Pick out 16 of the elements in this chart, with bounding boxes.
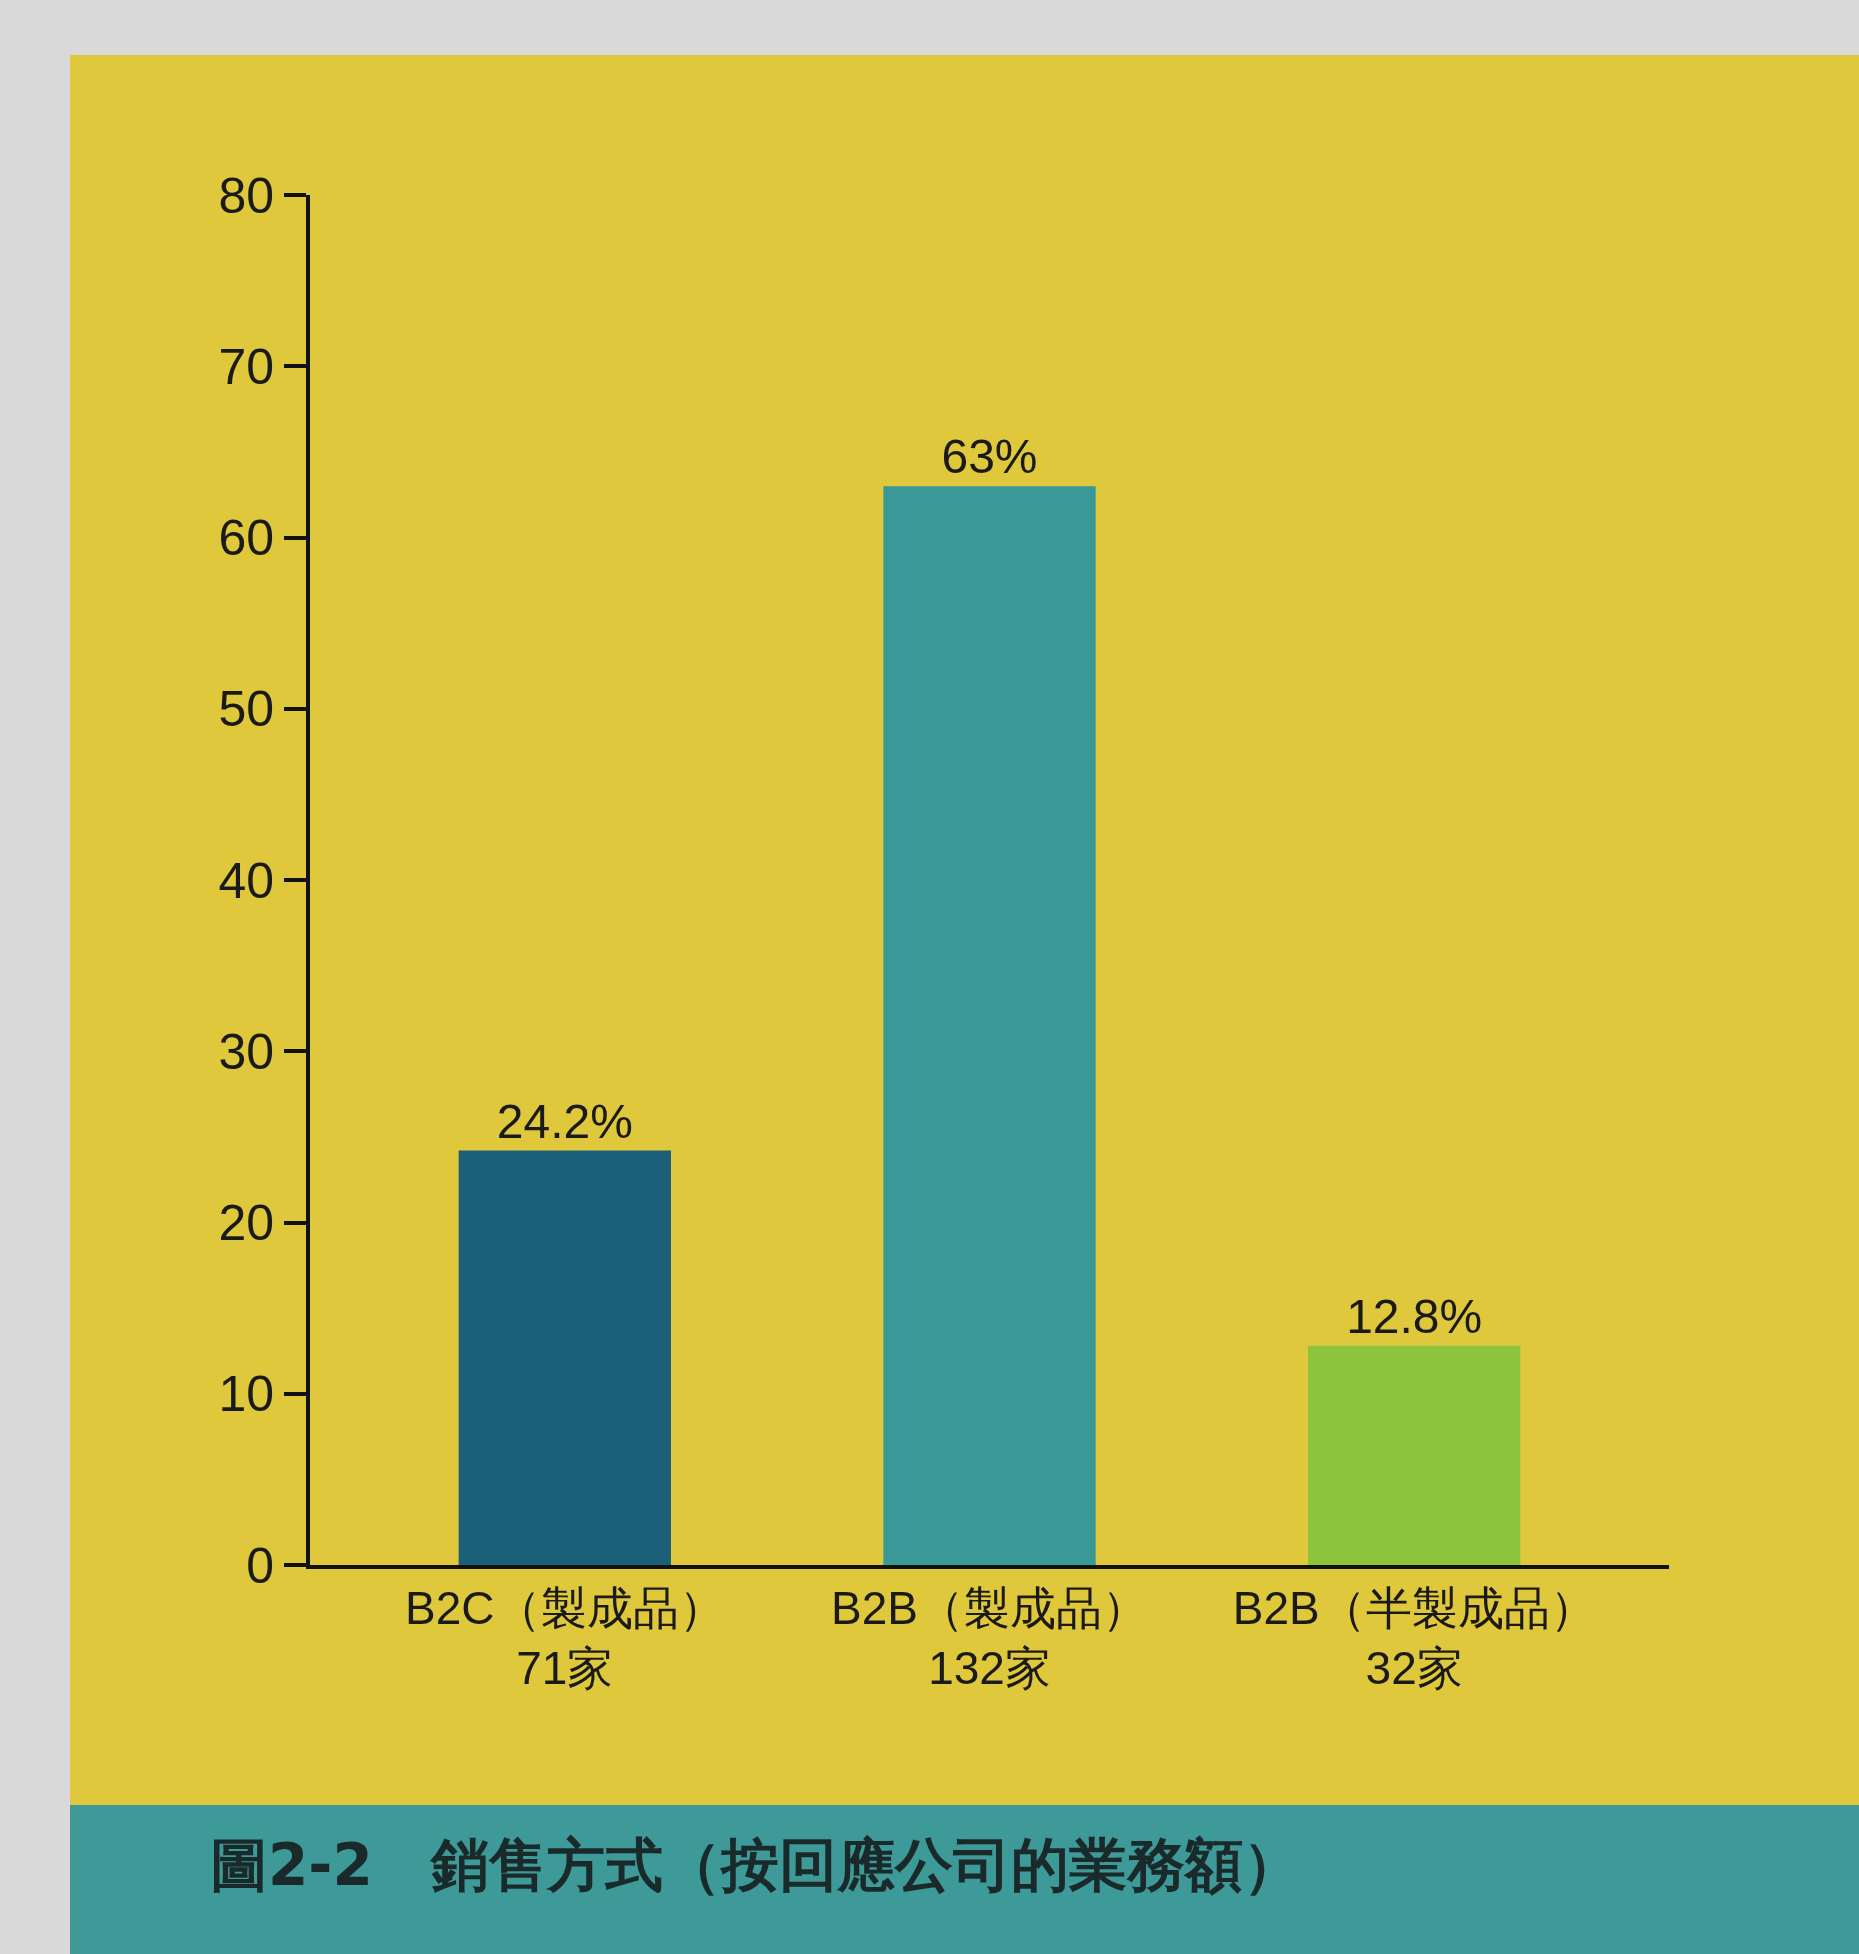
- y-tick-label: 0: [246, 1537, 274, 1594]
- y-tick-label: 80: [218, 167, 274, 224]
- data-label: 12.8%: [1346, 1289, 1483, 1343]
- y-tick-label: 30: [218, 1023, 274, 1080]
- y-tick-label: 60: [218, 510, 274, 566]
- y-tick-label: 20: [218, 1195, 274, 1251]
- x-tick-label: B2C（製成品） 71家: [405, 1582, 725, 1694]
- y-tick-label: 10: [218, 1366, 274, 1423]
- x-tick-label: B2B（製成品） 132家: [831, 1582, 1148, 1694]
- text: 圖2-2 銷售方式（按回應公司的業務額）: [70, 1805, 1859, 1954]
- y-tick-label: 70: [218, 338, 274, 395]
- data-label: 63%: [941, 430, 1038, 484]
- x-tick-label: B2B（半製成品） 32家: [1232, 1582, 1596, 1694]
- y-tick-label: 40: [218, 852, 274, 909]
- y-tick-label: 50: [218, 681, 274, 738]
- data-label: 24.2%: [496, 1094, 633, 1148]
